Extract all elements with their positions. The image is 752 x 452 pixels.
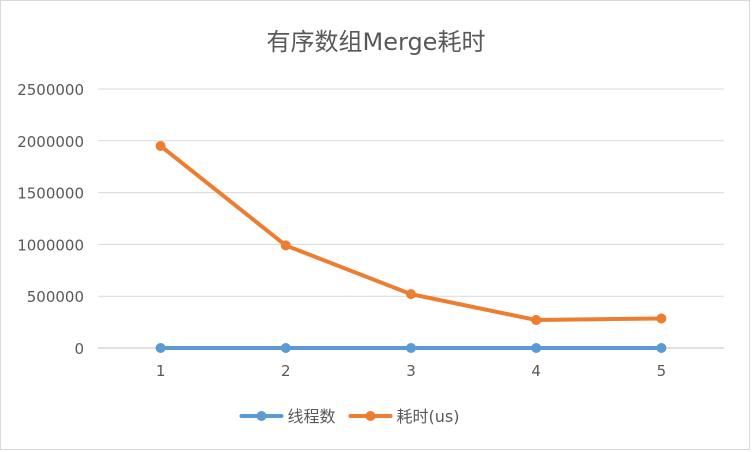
data-point (531, 343, 541, 353)
legend-marker (257, 411, 267, 421)
y-tick-label: 1500000 (17, 185, 84, 203)
x-tick-label: 4 (531, 362, 541, 380)
y-tick-label: 500000 (27, 288, 84, 306)
legend-label: 耗时(us) (397, 407, 460, 426)
data-point (531, 315, 541, 325)
x-tick-labels: 1 2 3 4 5 (156, 362, 666, 380)
legend-item: 线程数 (242, 407, 336, 426)
y-tick-labels: 0 500000 1000000 1500000 2000000 2500000 (17, 81, 84, 358)
y-tick-label: 0 (74, 340, 84, 358)
gridlines (98, 89, 724, 348)
data-point (156, 141, 166, 151)
legend: 线程数 耗时(us) (242, 407, 460, 426)
legend-marker (366, 411, 376, 421)
data-point (406, 289, 416, 299)
data-point (281, 343, 291, 353)
data-point (156, 343, 166, 353)
y-tick-label: 1000000 (17, 236, 84, 254)
series-lines (156, 141, 667, 353)
data-point (656, 343, 666, 353)
legend-item: 耗时(us) (351, 407, 460, 426)
x-tick-label: 1 (156, 362, 166, 380)
y-tick-label: 2000000 (17, 133, 84, 151)
data-point (281, 240, 291, 250)
data-point (656, 313, 666, 323)
legend-label: 线程数 (288, 407, 336, 426)
y-tick-label: 2500000 (17, 81, 84, 99)
data-point (406, 343, 416, 353)
x-tick-label: 2 (281, 362, 291, 380)
x-tick-label: 3 (406, 362, 416, 380)
x-tick-label: 5 (657, 362, 667, 380)
